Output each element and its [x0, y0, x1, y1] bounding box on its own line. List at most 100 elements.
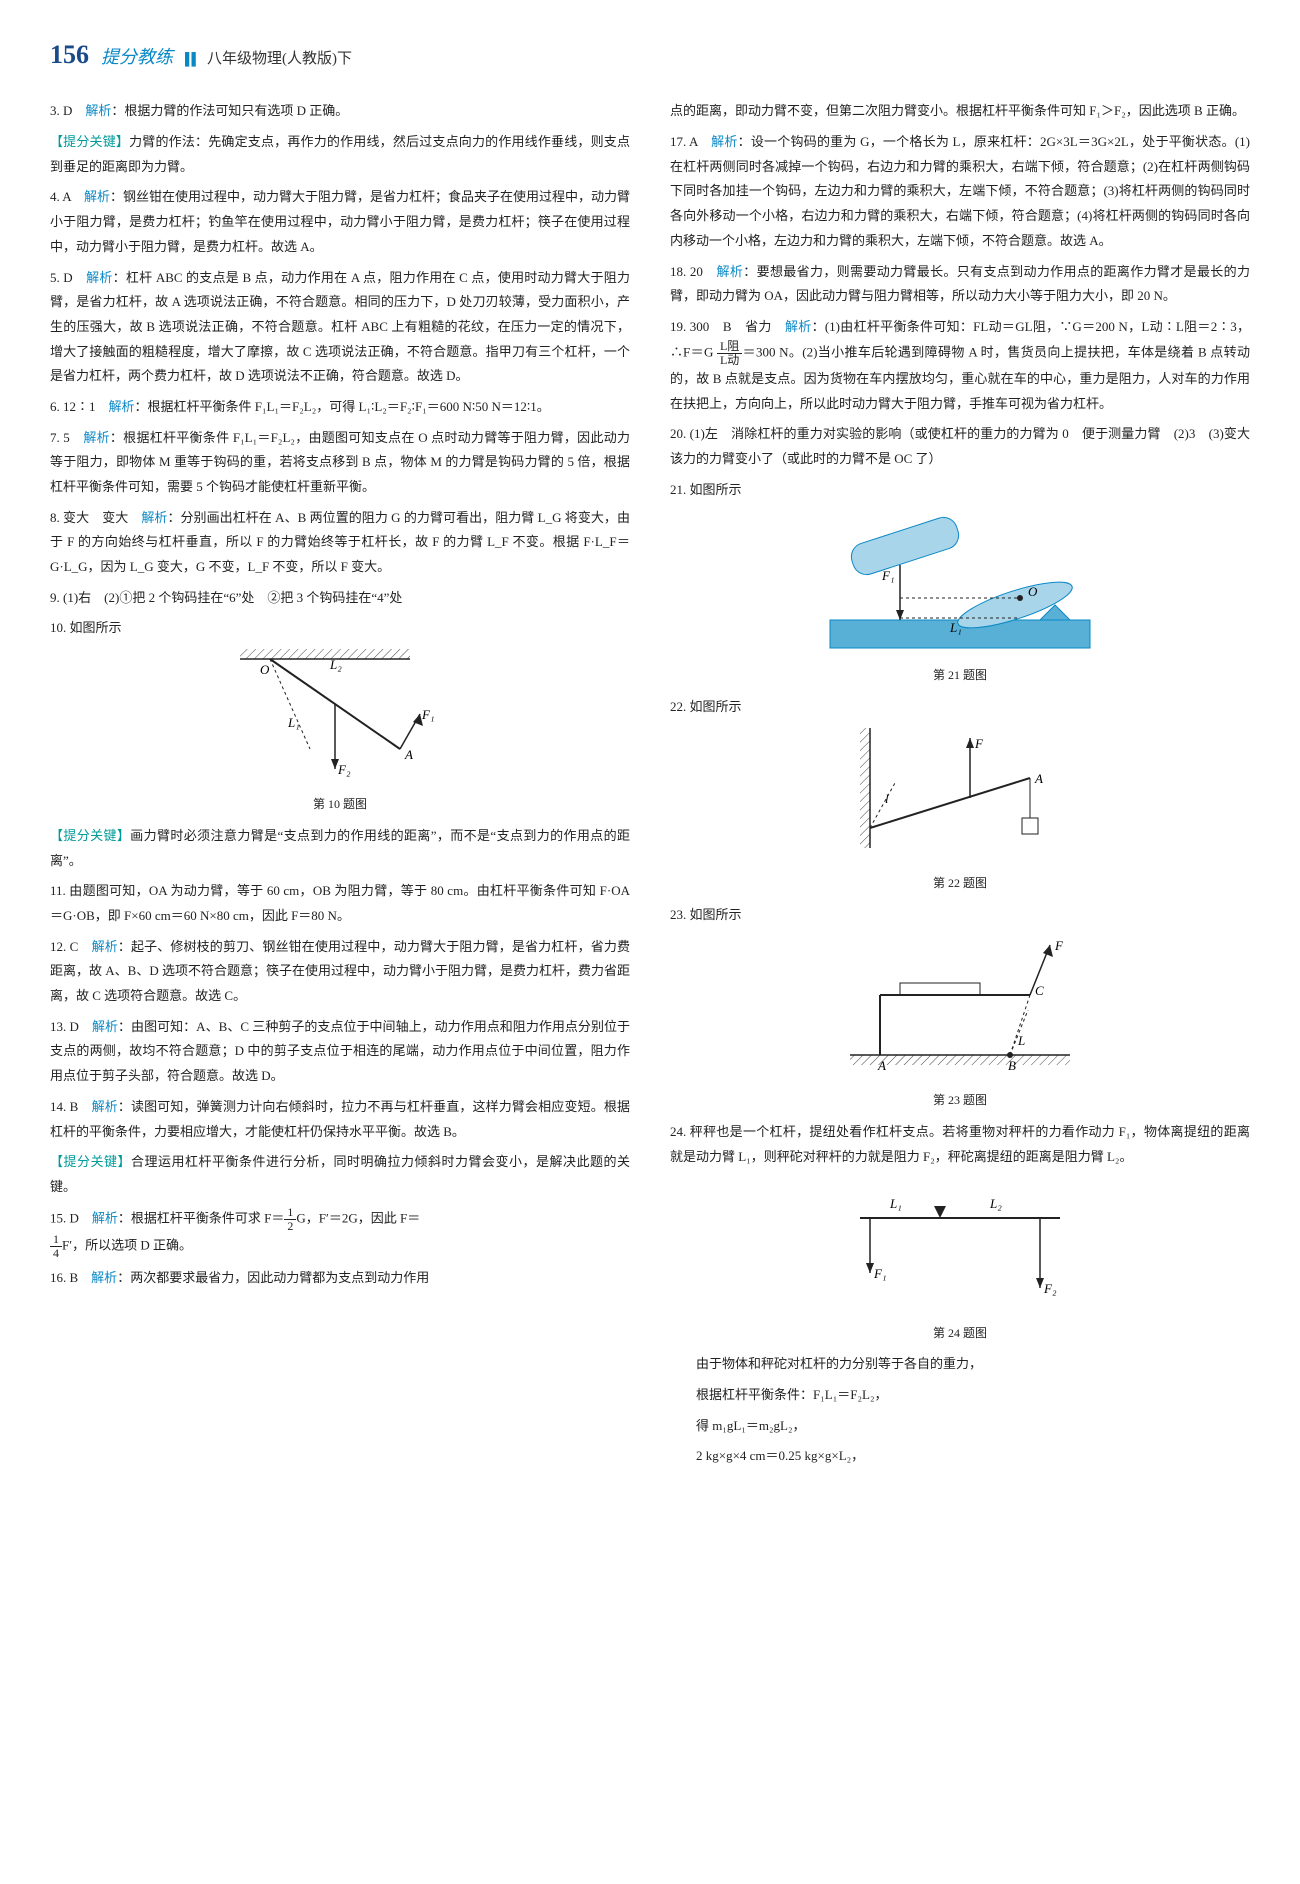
- page-header: 156 提分教练 ▌▌ 八年级物理(人教版)下: [50, 30, 1250, 79]
- fig21-caption: 第 21 题图: [670, 664, 1250, 687]
- q6: 6. 12∶1 解析：根据杠杆平衡条件 F₁L₁＝F₂L₂，可得 L₁∶L₂＝F…: [50, 395, 630, 420]
- q9: 9. (1)右 (2)①把 2 个钩码挂在“6”处 ②把 3 个钩码挂在“4”处: [50, 586, 630, 611]
- svg-text:F₂: F₂: [1043, 1281, 1057, 1296]
- fig24-svg: L₁ L₂ F₁ F₂: [830, 1178, 1090, 1318]
- jiexi-label: 解析: [785, 319, 812, 334]
- fig10-caption: 第 10 题图: [50, 793, 630, 816]
- right-column: 点的距离，即动力臂不变，但第二次阻力臂变小。根据杠杆平衡条件可知 F₁＞F₂，因…: [670, 99, 1250, 1475]
- q7-num: 7. 5: [50, 430, 83, 445]
- q24-body: 秤秤也是一个杠杆，提纽处看作杠杆支点。若将重物对秤杆的力看作动力 F₁，物体离提…: [670, 1124, 1250, 1164]
- q11: 11. 由题图可知，OA 为动力臂，等于 60 cm，OB 为阻力臂，等于 80…: [50, 879, 630, 928]
- jiexi-label: 解析: [711, 134, 737, 149]
- q24-tail4: 2 kg×g×4 cm＝0.25 kg×g×L₂，: [670, 1444, 1250, 1469]
- q14: 14. B 解析：读图可知，弹簧测力计向右倾斜时，拉力不再与杠杆垂直，这样力臂会…: [50, 1095, 630, 1144]
- q5-body: ：杠杆 ABC 的支点是 B 点，动力作用在 A 点，阻力作用在 C 点，使用时…: [50, 270, 630, 384]
- frac1-t: 1: [284, 1206, 296, 1220]
- frac-t: L阻: [717, 340, 742, 354]
- q23-num: 23. 如图所示: [670, 907, 742, 922]
- fig23-svg: B A F C L: [830, 935, 1090, 1085]
- q10-tip: 【提分关键】画力臂时必须注意力臂是“支点到力的作用线的距离”，而不是“支点到力的…: [50, 824, 630, 873]
- q17: 17. A 解析：设一个钩码的重为 G，一个格长为 L，原来杠杆：2G×3L＝3…: [670, 130, 1250, 253]
- q18-body: ：要想最省力，则需要动力臂最长。只有支点到动力作用点的距离作力臂才是最长的力臂，…: [670, 264, 1250, 304]
- q14-tip-body: 合理运用杠杆平衡条件进行分析，同时明确拉力倾斜时力臂会变小，是解决此题的关键。: [50, 1154, 630, 1194]
- q15-mid: G，F′＝2G，因此 F＝: [296, 1210, 420, 1225]
- q10: 10. 如图所示: [50, 616, 630, 641]
- svg-text:L: L: [1017, 1033, 1025, 1048]
- jiexi-label: 解析: [84, 189, 110, 204]
- q3: 3. D 解析：根据力臂的作法可知只有选项 D 正确。: [50, 99, 630, 124]
- q15-end: F′，所以选项 D 正确。: [62, 1238, 192, 1253]
- q3-tip-body: 力臂的作法：先确定支点，再作力的作用线，然后过支点向力的作用线作垂线，则支点到垂…: [50, 134, 630, 174]
- q12-body: ：起子、修树枝的剪刀、钢丝钳在使用过程中，动力臂大于阻力臂，是省力杠杆，省力费距…: [50, 939, 630, 1003]
- jiexi-label: 解析: [91, 1270, 117, 1285]
- jiexi-label: 解析: [92, 1019, 118, 1034]
- svg-text:l: l: [885, 791, 889, 806]
- tifen-label: 【提分关键】: [50, 134, 129, 149]
- q12: 12. C 解析：起子、修树枝的剪刀、钢丝钳在使用过程中，动力臂大于阻力臂，是省…: [50, 935, 630, 1009]
- jiexi-label: 解析: [717, 264, 744, 279]
- jiexi-label: 解析: [141, 510, 167, 525]
- jiexi-label: 解析: [83, 430, 110, 445]
- svg-text:L₂: L₂: [989, 1196, 1002, 1211]
- svg-text:A: A: [877, 1058, 886, 1073]
- q10-num: 10. 如图所示: [50, 620, 122, 635]
- q11-body: 由题图可知，OA 为动力臂，等于 60 cm，OB 为阻力臂，等于 80 cm。…: [50, 883, 630, 923]
- q4-body: ：钢丝钳在使用过程中，动力臂大于阻力臂，是省力杠杆；食品夹子在使用过程中，动力臂…: [50, 189, 630, 253]
- fig23-caption: 第 23 题图: [670, 1089, 1250, 1112]
- q24: 24. 秤秤也是一个杠杆，提纽处看作杠杆支点。若将重物对秤杆的力看作动力 F₁，…: [670, 1120, 1250, 1169]
- svg-text:A: A: [1034, 771, 1043, 786]
- svg-text:F₁: F₁: [881, 568, 894, 583]
- q13-body: ：由图可知：A、B、C 三种剪子的支点位于中间轴上，动力作用点和阻力作用点分别位…: [50, 1019, 630, 1083]
- q21: 21. 如图所示: [670, 478, 1250, 503]
- tifen-label: 【提分关键】: [50, 828, 130, 843]
- q24-tail2: 根据杠杆平衡条件：F₁L₁＝F₂L₂，: [670, 1383, 1250, 1408]
- jiexi-label: 解析: [109, 399, 135, 414]
- q8-num: 8. 变大 变大: [50, 510, 141, 525]
- divider-bars: ▌▌: [185, 48, 195, 71]
- frac2-t: 1: [50, 1233, 62, 1247]
- book-subtitle: 八年级物理(人教版)下: [207, 45, 352, 74]
- fig21-svg: O F₁ L₁: [810, 510, 1110, 660]
- q7-body: ：根据杠杆平衡条件 F₁L₁＝F₂L₂，由题图可知支点在 O 点时动力臂等于阻力…: [50, 430, 630, 494]
- q5: 5. D 解析：杠杆 ABC 的支点是 B 点，动力作用在 A 点，阻力作用在 …: [50, 266, 630, 389]
- tifen-label: 【提分关键】: [50, 1154, 131, 1169]
- jiexi-label: 解析: [92, 1099, 118, 1114]
- q24-tail1: 由于物体和秤砣对杠杆的力分别等于各自的重力，: [670, 1352, 1250, 1377]
- figure-10: O L₂ L₁ F₁ A F₂ 第 10 题图: [50, 649, 630, 816]
- q24-num: 24.: [670, 1124, 686, 1139]
- svg-text:B: B: [1008, 1058, 1016, 1073]
- q5-num: 5. D: [50, 270, 86, 285]
- figure-22: A F l 第 22 题图: [670, 728, 1250, 895]
- q22: 22. 如图所示: [670, 695, 1250, 720]
- q18: 18. 20 解析：要想最省力，则需要动力臂最长。只有支点到动力作用点的距离作力…: [670, 260, 1250, 309]
- jiexi-label: 解析: [92, 939, 118, 954]
- q15: 15. D 解析：根据杠杆平衡条件可求 F＝12G，F′＝2G，因此 F＝ 14…: [50, 1206, 630, 1261]
- q17-body: ：设一个钩码的重为 G，一个格长为 L，原来杠杆：2G×3L＝3G×2L，处于平…: [670, 134, 1250, 248]
- q16-cont: 点的距离，即动力臂不变，但第二次阻力臂变小。根据杠杆平衡条件可知 F₁＞F₂，因…: [670, 99, 1250, 124]
- fig10-svg: O L₂ L₁ F₁ A F₂: [230, 649, 450, 789]
- svg-text:F: F: [974, 736, 984, 751]
- page-number: 156: [50, 30, 89, 79]
- svg-text:L₁: L₁: [287, 715, 300, 730]
- q16: 16. B 解析：两次都要求最省力，因此动力臂都为支点到动力作用: [50, 1266, 630, 1291]
- frac1-b: 2: [284, 1220, 296, 1233]
- svg-text:F: F: [1054, 938, 1064, 953]
- q23: 23. 如图所示: [670, 903, 1250, 928]
- left-column: 3. D 解析：根据力臂的作法可知只有选项 D 正确。 【提分关键】力臂的作法：…: [50, 99, 630, 1475]
- q11-num: 11.: [50, 883, 66, 898]
- fig24-caption: 第 24 题图: [670, 1322, 1250, 1345]
- q6-body: ：根据杠杆平衡条件 F₁L₁＝F₂L₂，可得 L₁∶L₂＝F₂∶F₁＝600 N…: [135, 399, 550, 414]
- q14-num: 14. B: [50, 1099, 92, 1114]
- jiexi-label: 解析: [85, 103, 111, 118]
- q10-tip-body: 画力臂时必须注意力臂是“支点到力的作用线的距离”，而不是“支点到力的作用点的距离…: [50, 828, 630, 868]
- fig22-caption: 第 22 题图: [670, 872, 1250, 895]
- q12-num: 12. C: [50, 939, 92, 954]
- q4: 4. A 解析：钢丝钳在使用过程中，动力臂大于阻力臂，是省力杠杆；食品夹子在使用…: [50, 185, 630, 259]
- frac-b: L动: [717, 354, 742, 367]
- q16-cont-body: 点的距离，即动力臂不变，但第二次阻力臂变小。根据杠杆平衡条件可知 F₁＞F₂，因…: [670, 103, 1245, 118]
- svg-text:O: O: [1028, 584, 1038, 599]
- svg-text:F₁: F₁: [873, 1266, 886, 1281]
- q15-pre: ：根据杠杆平衡条件可求 F＝: [118, 1210, 284, 1225]
- figure-24: L₁ L₂ F₁ F₂ 第 24 题图: [670, 1178, 1250, 1345]
- svg-text:F₂: F₂: [337, 762, 351, 777]
